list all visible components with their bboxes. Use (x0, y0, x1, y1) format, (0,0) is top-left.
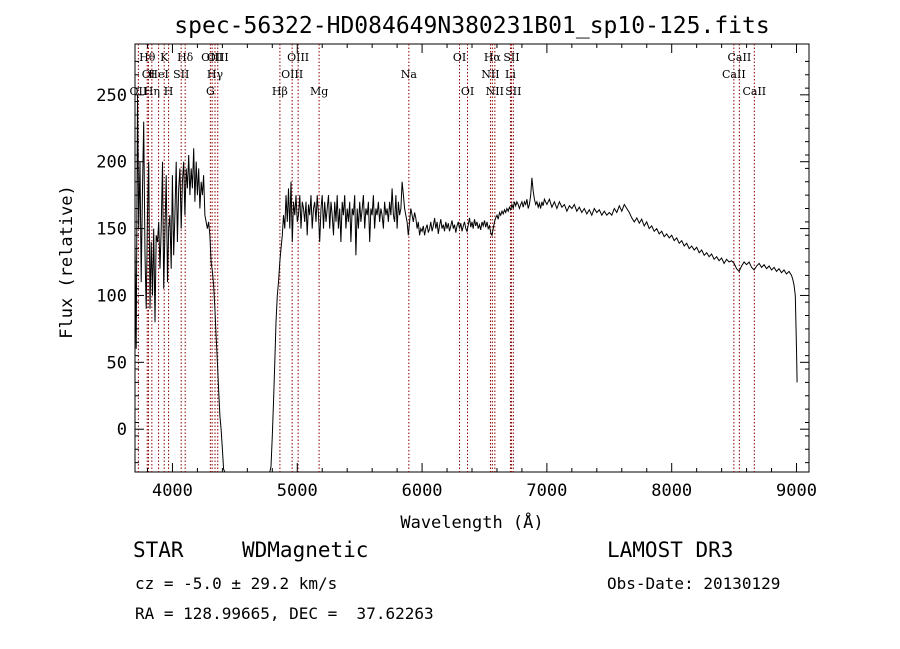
spectral-line-label: SII (505, 85, 521, 98)
spectral-line-label: Hθ (139, 51, 156, 64)
spectral-line-label: NII (481, 68, 499, 81)
x-tick-label: 7000 (526, 481, 567, 501)
x-tick-label: 5000 (277, 481, 318, 501)
y-tick-label: 250 (96, 86, 127, 106)
spectral-line-label: OIII (287, 51, 309, 64)
spectral-line-label: Hα (484, 51, 502, 64)
spectral-line-label: OI (142, 68, 155, 81)
spectral-line-label: Hβ (272, 85, 288, 98)
spectral-line-label: G (206, 85, 215, 98)
y-axis-label: Flux (relative) (57, 185, 77, 339)
chart-title: spec-56322-HD084649N380231B01_sp10-125.f… (174, 13, 769, 39)
y-tick-label: 100 (96, 286, 127, 306)
spectral-line-label: OIII (201, 51, 223, 64)
y-tick-label: 50 (107, 353, 127, 373)
spectral-line-label: CaII (722, 68, 746, 81)
y-tick-label: 150 (96, 220, 127, 240)
spectral-line-label: Hδ (177, 51, 194, 64)
survey-name: LAMOST DR3 (607, 538, 734, 562)
y-axis: 0 50 100 150 200 250 (96, 60, 809, 464)
coordinates: RA = 128.99665, DEC = 37.62263 (135, 604, 434, 623)
x-tick-label: 4000 (152, 481, 193, 501)
spectral-line-label: Hγ (207, 68, 224, 81)
x-axis: 4000 5000 6000 7000 8000 9000 (146, 44, 817, 501)
spectral-line-label: NII (486, 85, 504, 98)
spectral-line-label: OI (461, 85, 474, 98)
spectral-line-label: HeI (148, 68, 168, 81)
spectral-line-label: Mg (310, 85, 328, 98)
x-tick-label: 9000 (776, 481, 817, 501)
spectral-line-label: OI (453, 51, 466, 64)
x-tick-label: 8000 (651, 481, 692, 501)
spectral-line-label: OIII (207, 51, 229, 64)
spectrum-line (134, 94, 798, 473)
x-axis-label: Wavelength (Å) (400, 511, 543, 533)
spectral-line-label: H (164, 85, 174, 98)
object-subclass: WDMagnetic (242, 538, 369, 562)
y-tick-label: 200 (96, 153, 127, 173)
x-tick-label: 6000 (402, 481, 443, 501)
redshift-readout: cz = -5.0 ± 29.2 km/s (135, 574, 338, 593)
obs-date: Obs-Date: 20130129 (607, 574, 781, 593)
object-class: STAR (133, 538, 184, 562)
spectral-line-label: Na (401, 68, 418, 81)
spectral-line-label: CaII (728, 51, 752, 64)
y-tick-label: 0 (117, 420, 127, 440)
spectral-line-label: SII (503, 51, 519, 64)
spectral-line-label: Li (505, 68, 516, 81)
plot-frame (134, 43, 810, 473)
spectral-line-label: OIII (281, 68, 303, 81)
spectral-line-label: K (160, 51, 169, 64)
spectral-line-label: SII (173, 68, 189, 81)
spectral-line-label: CaII (742, 85, 766, 98)
spectral-line-markers (137, 44, 755, 472)
spectral-line-label: Hη (144, 85, 160, 98)
